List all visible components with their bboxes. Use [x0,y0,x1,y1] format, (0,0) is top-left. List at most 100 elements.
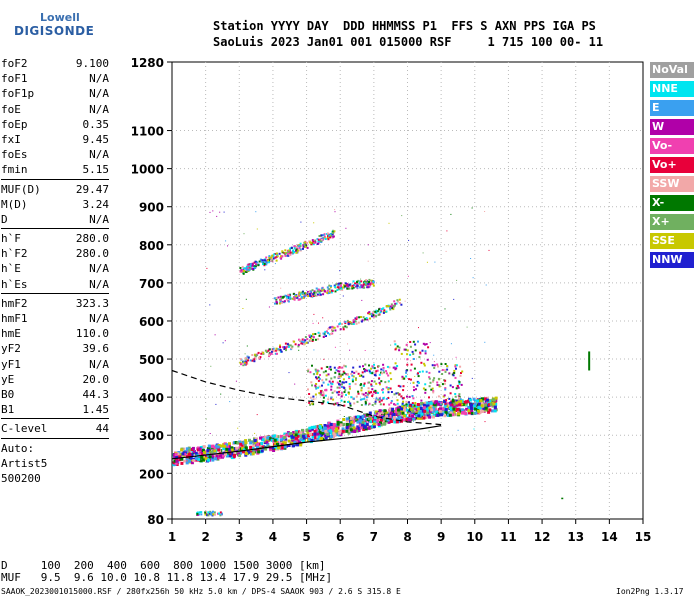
echo-point [175,455,179,459]
echo-point [265,256,268,259]
echo-point [408,395,411,398]
echo-point [405,369,408,372]
x-tick-label: 7 [370,530,378,544]
echo-point [352,419,356,423]
echo-point [422,342,425,345]
param-row: yE 20.0 [1,372,109,387]
echo-point [440,363,443,366]
echo-point [285,254,288,257]
echo-point [196,511,199,514]
echo-point [312,293,315,296]
echo-point [221,454,225,458]
param-value: 44.3 [82,387,110,401]
echo-point [402,389,405,392]
echo-point [271,446,275,449]
echo-point [362,384,365,387]
echo-point [294,343,297,346]
echo-point [428,376,431,379]
echo-point [357,392,360,395]
echo-point [344,322,347,325]
echo-point [444,379,447,382]
echo-point [324,436,328,440]
echo-point [479,399,483,403]
echo-point [307,388,309,391]
echo-point [273,253,276,256]
echo-point [314,393,317,396]
echo-point [279,434,283,438]
echo-point [331,325,334,328]
echo-point [388,366,391,369]
echo-point [331,332,334,335]
echo-point [317,379,320,382]
echo-point [368,282,371,285]
x-tick-label: 14 [601,530,618,544]
echo-point [455,387,458,390]
echo-point [180,448,184,452]
echo-point [207,444,211,448]
echo-point [284,253,287,255]
echo-point [248,267,251,270]
echo-point [312,395,315,398]
echo-point [411,414,415,418]
echo-point [327,328,330,330]
echo-point [365,279,368,282]
polarization-legend: NoVal NNE E W Vo- Vo+ SSW X- X+ SSE NNW [650,62,694,271]
echo-point [457,400,460,403]
echo-point [414,343,417,346]
echo-point [322,371,325,374]
echo-point [432,390,435,393]
echo-point [205,418,207,420]
echo-point [452,405,456,409]
echo-point [434,261,436,263]
echo-point [458,398,462,402]
echo-point [359,426,363,430]
echo-point [252,444,256,448]
param-value: 44 [95,422,109,436]
echo-point [281,255,284,258]
echo-point [275,349,278,352]
echo-point [336,402,339,405]
y-tick-label: 80 [147,513,164,527]
echo-point [351,287,354,290]
echo-point [355,415,359,419]
echo-point [268,257,271,260]
echo-point [245,265,248,268]
echo-point [277,443,281,447]
echo-point [360,374,363,377]
echo-point [298,246,301,249]
echo-point [405,408,409,412]
echo-point [330,396,333,399]
echo-point [350,396,353,399]
echo-point [348,392,350,395]
echo-point [371,315,373,318]
echo-point [451,413,455,416]
param-row: h`Es N/A [1,277,109,292]
echo-point [213,449,217,453]
echo-point [440,401,443,404]
echo-point [324,429,328,433]
echo-point [390,411,394,415]
echo-point [401,377,404,380]
echo-point [378,400,381,403]
echo-point [281,250,284,253]
echo-point [361,286,364,289]
echo-point [179,452,183,456]
param-value: 280.0 [75,232,109,246]
echo-point [455,367,457,370]
echo-point [335,369,338,372]
echo-point [355,318,358,320]
echo-point [457,386,460,389]
echo-point [345,381,348,384]
echo-point [220,513,223,516]
echo-point [395,417,399,421]
echo-point [346,319,349,322]
echo-point [358,365,361,368]
echo-point [395,411,399,414]
echo-point [197,457,201,461]
echo-point [332,232,334,235]
echo-point [286,345,288,348]
echo-point [469,403,473,407]
echo-point [249,265,252,268]
echo-point [416,384,419,387]
echo-point [254,448,257,452]
